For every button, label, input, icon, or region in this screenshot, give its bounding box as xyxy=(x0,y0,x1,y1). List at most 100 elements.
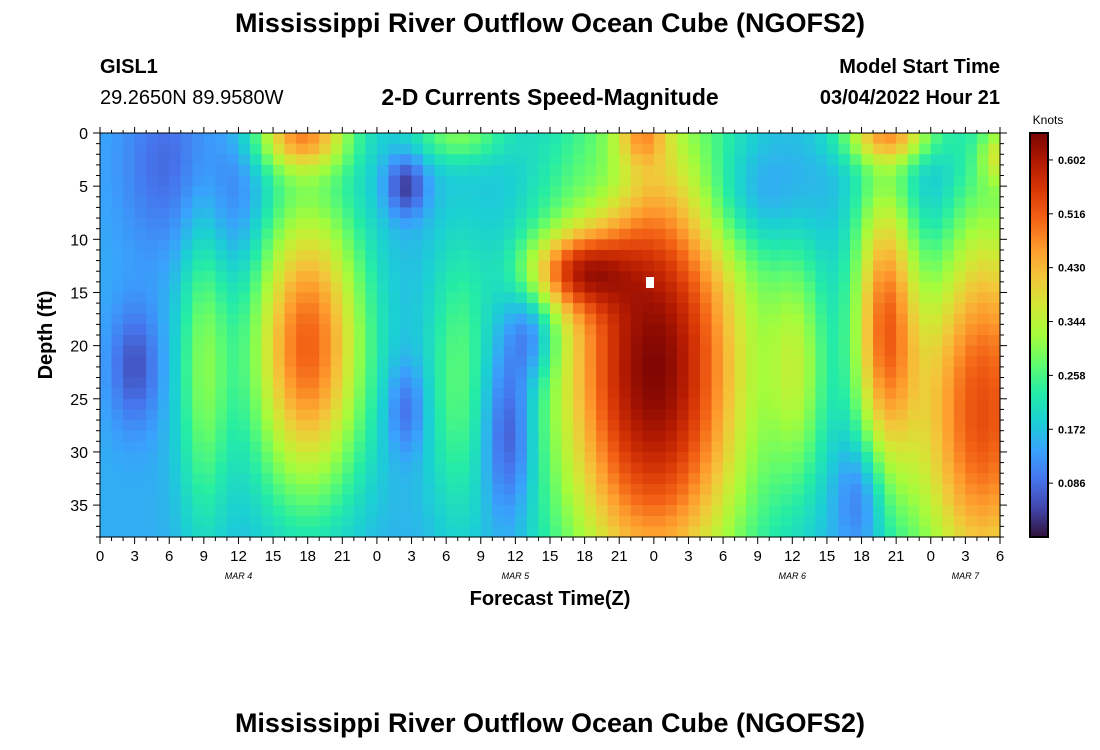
heatmap-cell xyxy=(803,207,816,219)
heatmap-cell xyxy=(630,239,643,251)
heatmap-cell xyxy=(192,366,205,379)
heatmap-cell xyxy=(619,207,632,219)
heatmap-cell xyxy=(953,143,966,155)
heatmap-cell xyxy=(780,281,793,294)
heatmap-cell xyxy=(815,473,828,485)
heatmap-cell xyxy=(976,303,990,315)
heatmap-cell xyxy=(157,154,170,166)
heatmap-cell xyxy=(180,292,193,304)
heatmap-cell xyxy=(388,271,401,283)
heatmap-cell xyxy=(803,196,816,209)
heatmap-cell xyxy=(469,377,482,389)
heatmap-cell xyxy=(653,462,666,474)
heatmap-cell xyxy=(803,473,816,485)
heatmap-cell xyxy=(630,271,643,283)
heatmap-cell xyxy=(411,356,424,368)
heatmap-cell xyxy=(238,335,251,347)
heatmap-cell xyxy=(169,345,182,357)
heatmap-cell xyxy=(700,324,713,336)
heatmap-cell xyxy=(123,164,136,177)
heatmap-cell xyxy=(215,196,228,209)
heatmap-cell xyxy=(619,292,632,304)
heatmap-cell xyxy=(492,292,505,304)
heatmap-cell xyxy=(907,281,920,294)
heatmap-cell xyxy=(642,335,655,347)
heatmap-cell xyxy=(550,430,563,442)
heatmap-cell xyxy=(284,186,297,198)
heatmap-cell xyxy=(619,164,632,177)
heatmap-cell xyxy=(653,324,666,336)
heatmap-cell xyxy=(942,292,955,304)
heatmap-cell xyxy=(261,313,274,325)
heatmap-cell xyxy=(342,388,355,400)
heatmap-cell xyxy=(503,377,516,389)
heatmap-cell xyxy=(746,281,759,294)
heatmap-cell xyxy=(238,430,251,442)
heatmap-cell xyxy=(976,207,990,219)
heatmap-cell xyxy=(526,430,540,442)
heatmap-cell xyxy=(642,164,655,177)
heatmap-cell xyxy=(469,154,482,166)
heatmap-cell xyxy=(803,462,816,474)
heatmap-cell xyxy=(319,515,332,527)
heatmap-cell xyxy=(850,228,863,240)
heatmap-cell xyxy=(457,398,470,411)
heatmap-cell xyxy=(388,154,401,166)
heatmap-cell xyxy=(930,409,943,421)
x-tick-label: 21 xyxy=(334,548,351,565)
heatmap-cell xyxy=(596,133,609,145)
heatmap-cell xyxy=(538,143,551,155)
heatmap-cell xyxy=(896,473,909,485)
heatmap-cell xyxy=(457,164,470,177)
heatmap-cell xyxy=(226,462,240,474)
heatmap-cell xyxy=(596,143,609,155)
heatmap-cell xyxy=(769,526,782,538)
heatmap-cell xyxy=(261,388,274,400)
colorbar-tick-label: 0.344 xyxy=(1058,317,1086,329)
heatmap-cell xyxy=(446,430,459,442)
heatmap-cell xyxy=(988,228,1001,240)
heatmap-cell xyxy=(965,356,978,368)
heatmap-cell xyxy=(526,335,540,347)
heatmap-cell xyxy=(100,239,113,251)
heatmap-cell xyxy=(423,292,436,304)
heatmap-cell xyxy=(342,430,355,442)
heatmap-cell xyxy=(561,451,574,464)
heatmap-cell xyxy=(400,218,413,230)
heatmap-cell xyxy=(734,164,747,177)
heatmap-cell xyxy=(353,505,366,517)
heatmap-cell xyxy=(850,494,863,506)
heatmap-cell xyxy=(676,313,690,325)
heatmap-cell xyxy=(953,292,966,304)
heatmap-cell xyxy=(930,196,943,209)
heatmap-cell xyxy=(780,409,793,421)
heatmap-cell xyxy=(446,164,459,177)
heatmap-cell xyxy=(423,281,436,294)
heatmap-cell xyxy=(711,345,724,357)
heatmap-cell xyxy=(215,281,228,294)
heatmap-cell xyxy=(203,356,216,368)
heatmap-cell xyxy=(930,239,943,251)
x-tick-label: 0 xyxy=(650,548,658,565)
heatmap-cell xyxy=(480,494,493,506)
heatmap-cell xyxy=(215,483,228,496)
heatmap-cell xyxy=(942,420,955,432)
heatmap-cell xyxy=(192,313,205,325)
heatmap-cell xyxy=(584,398,597,411)
heatmap-cell xyxy=(780,526,793,538)
heatmap-cell xyxy=(815,483,828,496)
heatmap-cell xyxy=(157,271,170,283)
heatmap-cell xyxy=(550,175,563,187)
heatmap-cell xyxy=(388,313,401,325)
heatmap-cell xyxy=(653,164,666,177)
heatmap-cell xyxy=(400,324,413,336)
heatmap-cell xyxy=(884,133,897,145)
heatmap-cell xyxy=(423,335,436,347)
heatmap-cell xyxy=(296,451,309,464)
heatmap-cell xyxy=(203,409,216,421)
heatmap-cell xyxy=(261,154,274,166)
heatmap-cell xyxy=(884,526,897,538)
heatmap-cell xyxy=(296,249,309,262)
heatmap-cell xyxy=(596,249,609,262)
